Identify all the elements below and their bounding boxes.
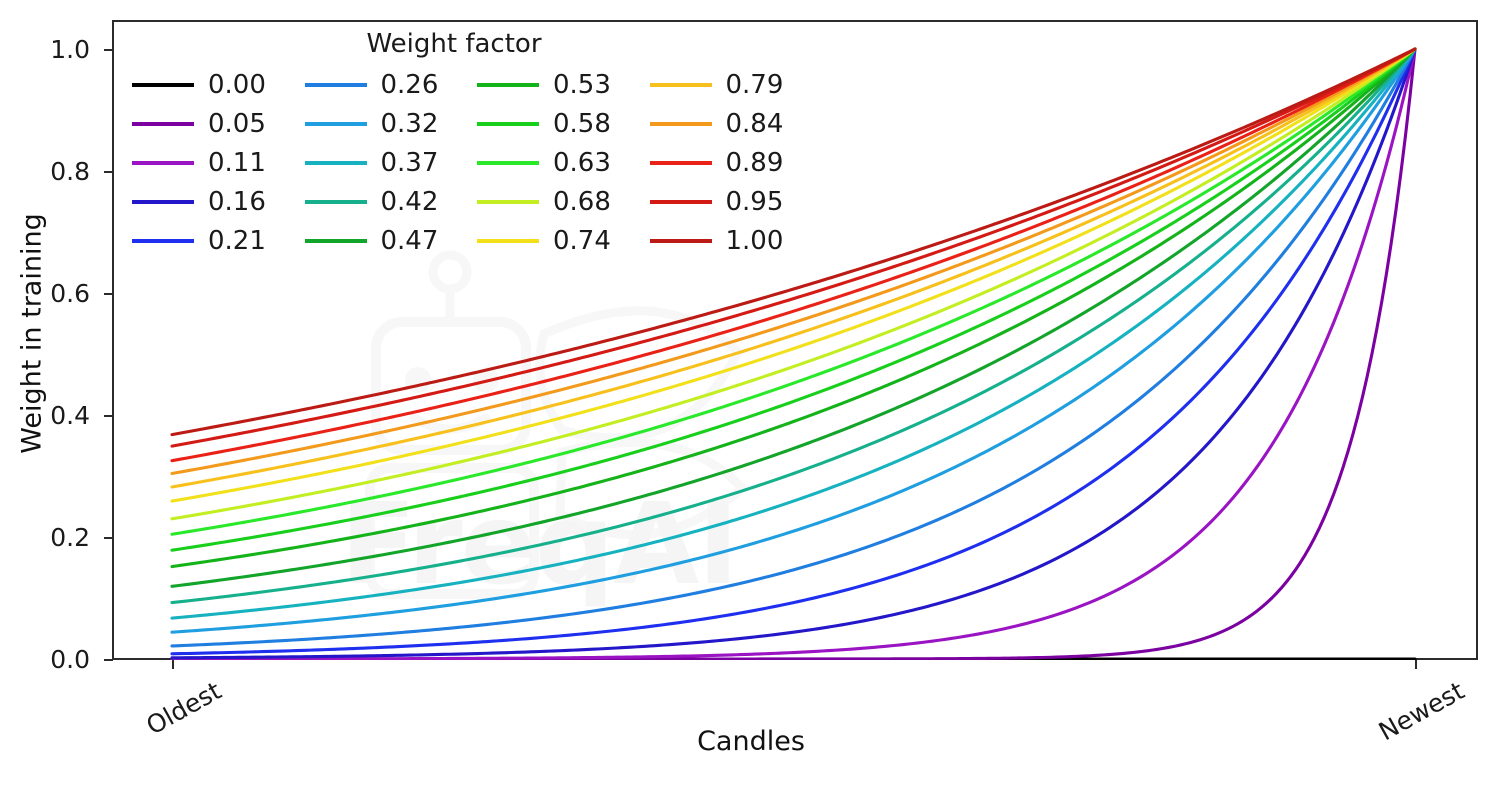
y-axis-label: Weight in training xyxy=(16,213,48,454)
curve-1.00 xyxy=(170,47,1417,437)
legend-color-swatch xyxy=(477,83,539,88)
legend-entry[interactable]: 0.58 xyxy=(477,105,650,144)
curve-0.47 xyxy=(170,47,1417,588)
y-tick-label: 0.2 xyxy=(50,523,90,552)
curve-0.32 xyxy=(170,47,1417,634)
legend-color-swatch xyxy=(304,200,367,205)
curve-0.89 xyxy=(170,47,1417,463)
legend-label: 0.95 xyxy=(725,187,784,218)
legend-entry[interactable]: 0.68 xyxy=(477,183,650,222)
legend-label: 0.74 xyxy=(553,226,611,257)
legend-entry[interactable]: 0.32 xyxy=(304,105,478,144)
curve-0.63 xyxy=(170,47,1417,536)
curve-0.53 xyxy=(170,47,1417,569)
legend-label: 0.42 xyxy=(380,187,439,218)
legend-color-swatch xyxy=(649,122,712,127)
legend-entry[interactable]: 0.63 xyxy=(477,144,650,183)
legend-entry[interactable]: 0.37 xyxy=(304,144,478,183)
legend-entry[interactable]: 0.47 xyxy=(304,222,478,261)
curve-0.42 xyxy=(170,47,1417,605)
y-tick-label: 0.0 xyxy=(50,645,90,674)
legend-label: 0.26 xyxy=(380,70,439,101)
curve-0.11 xyxy=(170,47,1417,660)
legend-label: 0.21 xyxy=(208,226,266,257)
x-tick-mark xyxy=(1415,660,1418,669)
curve-0.74 xyxy=(170,47,1417,503)
curve-0.95 xyxy=(170,47,1417,448)
curve-0.26 xyxy=(170,47,1417,648)
legend-entry[interactable]: 0.21 xyxy=(132,222,305,261)
chart-figure: FreqAI 1.0 0.8 0.6 0.4 0.2 0.0 Weight in… xyxy=(16,20,1478,757)
legend-label: 0.84 xyxy=(725,109,784,140)
legend-label: 1.00 xyxy=(725,226,784,257)
curve-0.58 xyxy=(170,47,1417,552)
legend-color-swatch xyxy=(649,239,712,244)
y-tick-mark xyxy=(104,49,113,52)
legend-label: 0.05 xyxy=(208,109,266,140)
legend-label: 0.79 xyxy=(725,70,784,101)
legend-entry[interactable]: 0.11 xyxy=(132,144,305,183)
y-tick-label: 0.6 xyxy=(50,279,90,308)
y-tick-mark xyxy=(104,659,113,662)
legend-entry[interactable]: 1.00 xyxy=(649,222,823,261)
x-axis-label: Candles xyxy=(697,726,805,757)
legend-label: 0.68 xyxy=(553,187,611,218)
legend-label: 0.32 xyxy=(380,109,439,140)
legend-label: 0.63 xyxy=(553,148,611,179)
legend-label: 0.37 xyxy=(380,148,439,179)
legend-color-swatch xyxy=(132,161,194,166)
curve-0.68 xyxy=(170,47,1417,521)
legend-color-swatch xyxy=(649,161,712,166)
y-tick-mark xyxy=(104,537,113,540)
legend-entry[interactable]: 0.79 xyxy=(649,66,823,105)
legend-color-swatch xyxy=(649,83,712,88)
legend-color-swatch xyxy=(132,83,194,88)
curve-0.79 xyxy=(170,47,1417,489)
legend-entry[interactable]: 0.84 xyxy=(649,105,823,144)
legend-entry[interactable]: 0.95 xyxy=(649,183,823,222)
legend-label: 0.16 xyxy=(208,187,266,218)
legend-entry[interactable]: 0.42 xyxy=(304,183,478,222)
legend-label: 0.89 xyxy=(725,148,784,179)
legend-label: 0.11 xyxy=(208,148,266,179)
legend-entry[interactable]: 0.26 xyxy=(304,66,478,105)
x-tick-mark xyxy=(172,660,175,669)
legend-color-swatch xyxy=(304,239,367,244)
curve-0.84 xyxy=(170,47,1417,476)
y-tick-mark xyxy=(104,293,113,296)
legend: Weight factor 0.00 0.26 0.53 0.79 0.05 0.32 0.… xyxy=(132,29,832,261)
legend-color-swatch xyxy=(649,200,712,205)
legend-entry[interactable]: 0.16 xyxy=(132,183,305,222)
curve-0.16 xyxy=(170,47,1417,660)
legend-entry[interactable]: 0.53 xyxy=(477,66,650,105)
legend-color-swatch xyxy=(132,239,194,244)
curve-0.37 xyxy=(170,47,1417,620)
y-tick-label: 1.0 xyxy=(50,35,90,64)
legend-label: 0.53 xyxy=(553,70,611,101)
legend-color-swatch xyxy=(132,200,194,205)
y-tick-mark xyxy=(104,171,113,174)
legend-label: 0.47 xyxy=(380,226,439,257)
legend-entry[interactable]: 0.74 xyxy=(477,222,650,261)
legend-label: 0.00 xyxy=(208,70,266,101)
legend-color-swatch xyxy=(304,83,367,88)
legend-color-swatch xyxy=(304,122,367,127)
legend-entry[interactable]: 0.00 xyxy=(132,66,305,105)
legend-entry[interactable]: 0.05 xyxy=(132,105,305,144)
legend-entries: 0.00 0.26 0.53 0.79 0.05 0.32 0.58 0.84 0.11 0.37… xyxy=(132,66,822,261)
curve-0.21 xyxy=(170,47,1417,656)
legend-entry[interactable]: 0.89 xyxy=(649,144,823,183)
y-tick-label: 0.4 xyxy=(50,401,90,430)
legend-color-swatch xyxy=(477,200,539,205)
legend-color-swatch xyxy=(477,122,539,127)
curves-layer xyxy=(170,47,1417,660)
legend-color-swatch xyxy=(304,161,367,166)
legend-color-swatch xyxy=(477,161,539,166)
y-tick-label: 0.8 xyxy=(50,157,90,186)
legend-color-swatch xyxy=(477,239,539,244)
y-tick-mark xyxy=(104,415,113,418)
legend-color-swatch xyxy=(132,122,194,127)
legend-label: 0.58 xyxy=(553,109,611,140)
legend-title: Weight factor xyxy=(366,29,542,59)
